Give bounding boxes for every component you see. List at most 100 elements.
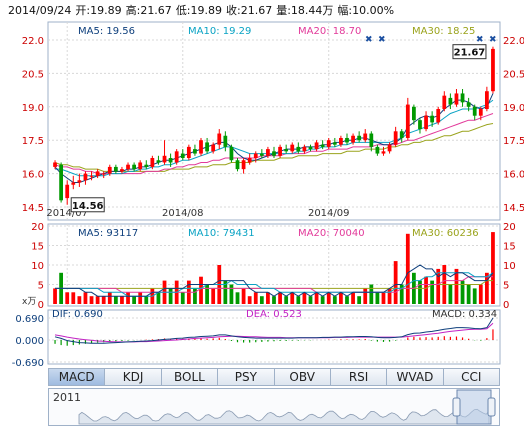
candle-body — [418, 120, 422, 130]
candle-body — [193, 149, 197, 154]
dividend-marker-icon[interactable]: ✖ — [378, 35, 386, 45]
vol-ma5-legend: MA5: 93117 — [78, 228, 138, 239]
volume-y-tick-left: 10 — [31, 261, 44, 272]
volume-bar — [259, 296, 264, 304]
high-callout-label: 21.67 — [454, 48, 486, 59]
volume-bar — [77, 296, 82, 304]
candle-body — [351, 135, 355, 143]
volume-bar — [156, 292, 161, 304]
volume-bar — [332, 296, 337, 304]
volume-bar — [405, 233, 410, 304]
vol-ma20-legend: MA20: 70040 — [298, 228, 365, 239]
candle-body — [302, 146, 307, 152]
volume-bar — [241, 288, 246, 304]
tab-wvad[interactable]: WVAD — [387, 369, 444, 385]
candle-body — [491, 48, 495, 92]
volume-bar — [363, 288, 368, 304]
volume-bar — [266, 292, 270, 304]
range-navigator[interactable]: 2011 — [48, 388, 500, 426]
quote-open: 开:19.89 — [75, 4, 122, 17]
volume-bar — [229, 284, 234, 304]
candle-body — [332, 142, 337, 145]
volume-bar — [454, 268, 459, 304]
candle-body — [120, 169, 124, 172]
tab-psy[interactable]: PSY — [218, 369, 275, 385]
volume-bar — [369, 284, 374, 304]
volume-y-tick-left: 20 — [31, 222, 44, 233]
volume-bar — [472, 288, 477, 304]
high-callout: 21.67 — [452, 44, 487, 60]
volume-bar — [345, 296, 349, 304]
volume-y-tick-right: 20 — [503, 222, 516, 233]
volume-unit-label: x万 — [22, 297, 36, 307]
quote-low: 低:19.89 — [175, 4, 223, 17]
candle-body — [412, 106, 416, 121]
volume-bar — [320, 296, 325, 304]
volume-bar — [491, 232, 495, 304]
candle-body — [253, 153, 258, 159]
navigator-overview — [78, 389, 496, 425]
stock-chart[interactable]: 14.5 14.5 16.0 16.0 17.5 17.5 19.0 19.0 20.5 20.5… — [0, 0, 524, 366]
dividend-marker-icon[interactable]: ✖ — [489, 35, 497, 45]
volume-bar — [314, 292, 319, 304]
volume-bar — [223, 280, 228, 304]
price-candles[interactable] — [53, 46, 495, 205]
volume-bar — [101, 296, 106, 304]
candle-body — [168, 158, 173, 163]
volume-bar — [418, 280, 422, 304]
volume-bar — [95, 296, 100, 304]
candle-body — [217, 133, 222, 145]
tab-macd[interactable]: MACD — [49, 369, 106, 385]
macd-y-tick-label: 0.690 — [15, 314, 44, 325]
volume-bar — [296, 296, 301, 304]
volume-bar — [424, 276, 428, 304]
candle-body — [363, 133, 368, 141]
tab-cci[interactable]: CCI — [443, 369, 499, 385]
candle-body — [430, 115, 435, 123]
navigator-right-handle[interactable] — [487, 397, 496, 417]
candle-body — [454, 93, 459, 105]
macd-panel[interactable]: 0.690 0.000 -0.690 DIF: 0.690 DEA: 0.523 M… — [12, 309, 501, 366]
candle-body — [381, 151, 386, 154]
volume-bar — [199, 276, 203, 304]
dividend-marker-icon[interactable]: ✖ — [476, 35, 484, 45]
tab-rsi[interactable]: RSI — [330, 369, 388, 385]
volume-bar — [393, 261, 398, 304]
price-y-tick-left: 20.5 — [22, 69, 44, 80]
dividend-marker-icon[interactable]: ✖ — [365, 35, 373, 45]
price-panel[interactable]: 14.5 14.5 16.0 16.0 17.5 17.5 19.0 19.0 20.5 20.5… — [22, 21, 524, 221]
tab-obv[interactable]: OBV — [274, 369, 331, 385]
candle-body — [150, 158, 155, 167]
price-x-tick-label: 2014/09 — [308, 208, 350, 219]
volume-bar — [89, 296, 94, 304]
indicator-tabs[interactable]: MACD KDJ BOLL PSY OBV RSI WVAD CCI — [48, 368, 500, 386]
macd-histogram[interactable] — [54, 329, 494, 346]
price-y-tick-left: 16.0 — [22, 170, 44, 181]
candle-body — [174, 151, 179, 163]
volume-bar — [132, 296, 136, 304]
dif-legend: DIF: 0.690 — [52, 309, 103, 320]
candle-body — [320, 144, 325, 147]
volume-y-ticks: 0 0 5 5 10 10 15 15 20 20 — [31, 222, 515, 311]
low-callout: 14.56 — [70, 197, 105, 213]
candle-body — [357, 135, 362, 141]
volume-bar — [290, 292, 295, 304]
navigator-left-handle[interactable] — [452, 397, 461, 417]
dividend-markers[interactable]: ✖ ✖ ✖ ✖ — [365, 35, 497, 45]
candle-body — [466, 102, 471, 107]
candle-body — [235, 160, 240, 170]
price-y-tick-right: 16.0 — [503, 170, 524, 181]
volume-bar — [253, 292, 258, 304]
macd-y-ticks: 0.690 0.000 -0.690 — [12, 314, 44, 366]
volume-y-tick-right: 10 — [503, 261, 516, 272]
tab-boll[interactable]: BOLL — [161, 369, 219, 385]
navigator-selection[interactable] — [456, 389, 492, 425]
price-y-ticks: 14.5 14.5 16.0 16.0 17.5 17.5 19.0 19.0 20.5 20.5… — [22, 36, 524, 214]
vol-ma10-legend: MA10: 79431 — [188, 228, 255, 239]
candle-body — [107, 166, 112, 174]
volume-bar — [375, 292, 380, 304]
volume-bar — [205, 284, 209, 304]
volume-bar — [436, 268, 441, 304]
tab-kdj[interactable]: KDJ — [105, 369, 162, 385]
